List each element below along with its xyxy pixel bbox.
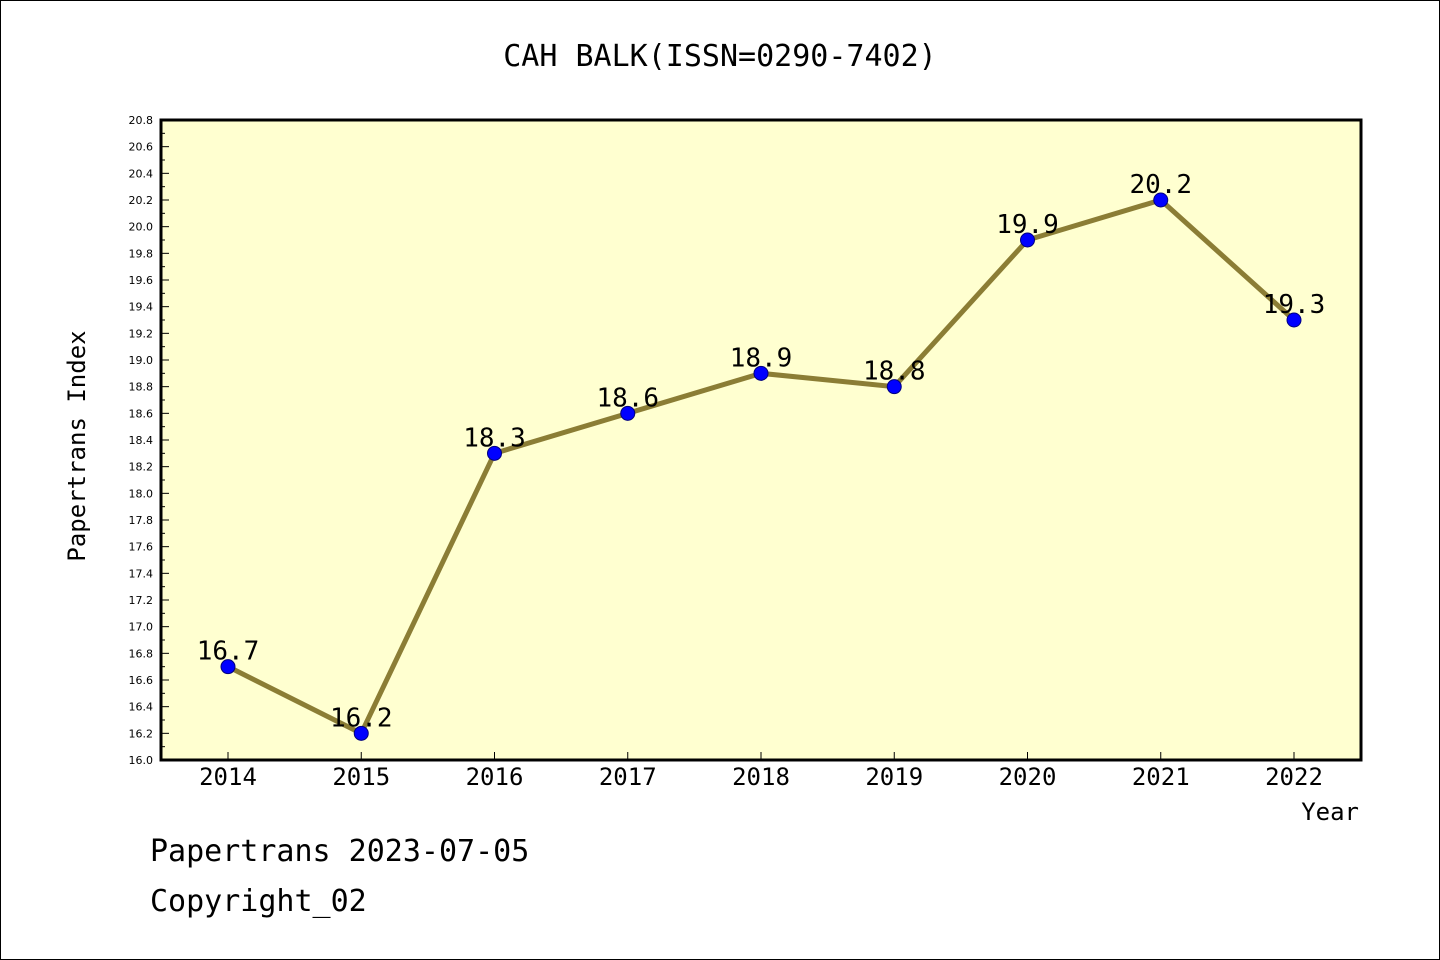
y-tick-label: 18.0 [129,487,154,500]
data-label: 18.8 [863,357,926,387]
data-label: 18.6 [596,383,659,413]
y-tick-label: 18.8 [129,381,154,394]
x-tick-label: 2016 [466,763,524,791]
data-point [1020,232,1035,248]
x-tick-label: 2021 [1132,763,1190,791]
data-label: 19.3 [1263,290,1326,320]
data-point [753,365,769,381]
y-tick-label: 16.4 [129,701,154,714]
footer-copyright: Copyright_02 [150,884,367,919]
y-tick-label: 18.6 [129,407,154,420]
data-point [353,725,369,741]
data-label: 19.9 [996,210,1059,240]
y-tick-label: 20.4 [129,167,154,180]
data-points [220,192,1302,741]
data-label: 18.9 [730,343,793,373]
y-tick-label: 20.6 [129,141,154,154]
y-tick-label: 19.8 [129,247,154,260]
data-point [886,379,902,395]
y-tick-label: 19.2 [129,327,154,340]
x-tick-label: 2019 [865,763,923,791]
y-axis-ticks: 16.0 16.2 16.4 16.6 16.8 17.0 17.2 17.4 17.6 17.8… [129,114,169,767]
y-tick-label: 17.8 [129,514,154,527]
data-label: 16.7 [197,637,260,667]
y-tick-label: 16.0 [129,754,154,767]
y-tick-label: 20.8 [129,114,154,127]
chart-title: CAH BALK(ISSN=0290-7402) [503,39,936,74]
footer-date: Papertrans 2023-07-05 [150,834,530,869]
x-tick-label: 2017 [599,763,657,791]
y-tick-label: 19.0 [129,354,154,367]
x-tick-label: 2018 [732,763,790,791]
y-tick-label: 17.2 [129,594,154,607]
y-tick-label: 16.6 [129,674,154,687]
y-tick-label: 16.8 [129,647,154,660]
data-point [620,405,636,421]
y-tick-label: 18.4 [129,434,154,447]
y-tick-label: 19.6 [129,274,154,287]
y-tick-label: 18.2 [129,461,154,474]
y-tick-label: 17.0 [129,621,154,634]
plot-border [159,118,1363,762]
x-axis-label: Year [1301,798,1359,826]
plot-area [161,120,1361,760]
x-tick-label: 2015 [332,763,390,791]
x-axis-ticks: 2014 2015 2016 2017 2018 2019 2020 2021 2022 [199,752,1323,791]
y-tick-label: 17.4 [129,567,154,580]
y-tick-label: 20.0 [129,221,154,234]
y-tick-label: 19.4 [129,301,154,314]
data-point [1286,312,1302,328]
y-tick-label: 20.2 [129,194,154,207]
x-tick-label: 2014 [199,763,257,791]
data-label: 20.2 [1129,170,1192,200]
data-label: 16.2 [330,703,393,733]
x-tick-label: 2022 [1265,763,1323,791]
x-tick-label: 2020 [999,763,1057,791]
data-label: 18.3 [463,423,526,453]
y-tick-label: 17.6 [129,541,154,554]
data-labels: 16.7 16.2 18.3 18.6 18.9 18.8 19.9 20.2 19.3 [197,170,1326,733]
y-axis-label: Papertrans Index [63,330,91,561]
data-point [487,445,502,461]
data-point [220,659,236,675]
data-point [1153,192,1169,208]
y-tick-label: 16.2 [129,727,154,740]
